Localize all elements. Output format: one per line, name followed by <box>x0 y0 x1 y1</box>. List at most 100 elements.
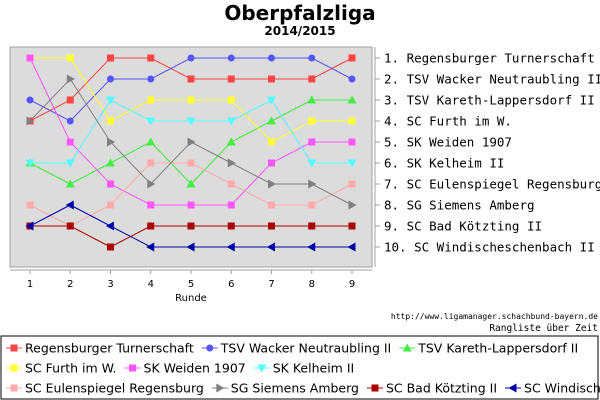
data-point <box>348 117 356 125</box>
legend-entry: SK Weiden 1907 <box>144 361 246 376</box>
data-point <box>308 117 316 125</box>
legend-box <box>0 335 599 400</box>
data-point <box>267 54 275 62</box>
data-point <box>147 201 155 209</box>
x-tick-label: 3 <box>107 279 113 290</box>
ranking-label: 4. SC Furth im W. <box>384 114 512 129</box>
data-point <box>266 116 277 125</box>
data-point <box>266 242 276 252</box>
chart-title: Oberpfalzliga <box>224 1 375 25</box>
x-ticks: 1 2 3 4 5 6 7 8 9 <box>27 270 355 290</box>
legend-marker <box>206 344 214 352</box>
data-point <box>227 96 235 104</box>
data-point <box>308 179 317 189</box>
data-point <box>186 179 196 188</box>
legend-marker <box>257 364 267 373</box>
x-tick-label: 4 <box>148 279 154 290</box>
x-axis-label: Runde <box>175 293 207 304</box>
data-point <box>348 75 356 83</box>
data-point <box>227 180 235 188</box>
data-point <box>267 201 275 209</box>
x-tick-label: 2 <box>67 279 73 290</box>
ranking-label: 2. TSV Wacker Neutraubling II <box>384 72 600 87</box>
data-point <box>66 96 74 104</box>
data-point <box>186 117 196 126</box>
data-point <box>226 137 236 146</box>
data-point <box>226 242 235 252</box>
legend-marker <box>129 364 137 372</box>
data-point <box>107 243 115 251</box>
x-tick-label: 5 <box>188 279 194 290</box>
data-point <box>26 96 34 104</box>
legend-marker <box>10 344 18 352</box>
data-point <box>267 138 275 146</box>
x-tick-label: 1 <box>27 279 33 290</box>
data-point <box>187 75 195 83</box>
data-point <box>26 54 34 62</box>
data-point <box>348 222 356 230</box>
data-point <box>227 75 235 83</box>
ranking-label: 10. SC Windischeschenbach II <box>384 240 595 255</box>
data-point <box>347 95 357 104</box>
data-point <box>187 137 196 147</box>
data-point <box>187 222 195 230</box>
data-point <box>227 54 235 62</box>
data-point <box>187 201 195 209</box>
data-point <box>105 96 116 105</box>
data-point <box>146 242 155 252</box>
data-point <box>146 137 156 146</box>
data-point <box>348 54 356 62</box>
data-point <box>147 159 155 167</box>
legend-marker <box>508 383 517 393</box>
data-point <box>25 159 35 168</box>
data-point <box>227 201 235 209</box>
data-point <box>65 159 75 168</box>
data-point <box>347 159 357 168</box>
data-point <box>107 137 116 147</box>
data-point <box>146 117 156 126</box>
data-point <box>107 201 115 209</box>
data-point <box>347 242 356 252</box>
data-point <box>186 242 195 252</box>
data-point <box>308 201 316 209</box>
data-point <box>107 75 115 83</box>
data-point <box>266 96 277 105</box>
legend-entry: TSV Wacker Neutraubling II <box>220 341 391 356</box>
source-url: http://www.ligamanager.schachbund-bayern… <box>391 312 598 321</box>
data-point <box>348 138 356 146</box>
data-point <box>307 242 316 252</box>
data-point <box>267 159 275 167</box>
data-point <box>107 180 115 188</box>
x-tick-label: 9 <box>349 279 355 290</box>
data-point <box>267 179 277 189</box>
data-point <box>308 54 316 62</box>
data-point <box>308 222 316 230</box>
data-point <box>66 138 74 146</box>
ranking-label: 5. SK Weiden 1907 <box>384 135 512 150</box>
legend-entry: Regensburger Turnerschaft <box>25 341 194 356</box>
series-markers <box>25 54 357 252</box>
legend-entry: SK Kelheim II <box>273 361 354 376</box>
data-point <box>267 222 275 230</box>
legend: Regensburger Turnerschaft TSV Wacker Neut… <box>6 341 600 396</box>
data-point <box>187 159 195 167</box>
data-point <box>187 96 195 104</box>
data-point <box>147 222 155 230</box>
legend-marker <box>402 343 412 352</box>
data-point <box>66 222 74 230</box>
legend-marker <box>216 383 225 393</box>
ranking-label: 1. Regensburger Turnerschaft <box>384 51 595 66</box>
legend-entry: SG Siemens Amberg <box>231 381 359 396</box>
x-tick-label: 6 <box>228 279 234 290</box>
data-point <box>66 54 74 62</box>
data-point <box>348 180 356 188</box>
legend-entry: TSV Kareth-Lappersdorf II <box>417 341 578 356</box>
ranking-label: 9. SC Bad Kötzting II <box>384 219 542 234</box>
data-point <box>187 54 195 62</box>
legend-entry: SC Bad Kötzting II <box>386 381 497 396</box>
ranking-label: 8. SG Siemens Amberg <box>384 198 535 213</box>
data-point <box>66 74 75 84</box>
data-point <box>308 138 316 146</box>
legend-entry: SC Windischeschenbach II <box>524 381 600 396</box>
